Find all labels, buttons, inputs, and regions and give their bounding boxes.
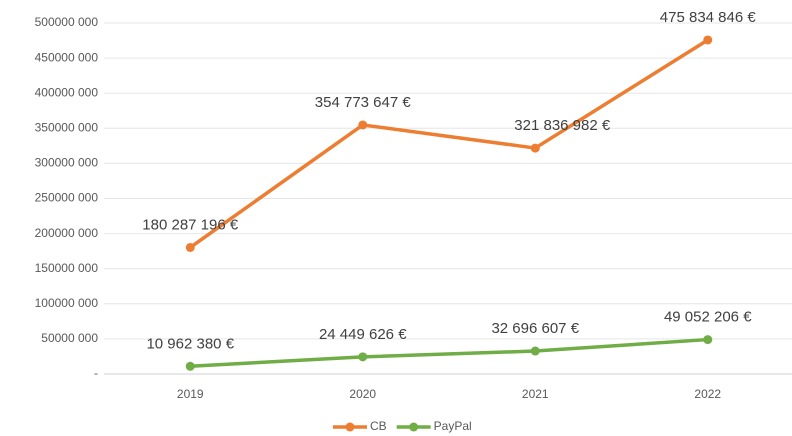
data-label: 24 449 626 € [319,326,407,343]
data-label: 180 287 196 € [142,216,239,233]
y-tick-label: 250000 000 [35,191,99,205]
data-label: 354 773 647 € [315,94,412,111]
point [530,143,540,153]
point [530,346,540,356]
y-tick-label: 500000 000 [35,15,99,29]
point [703,335,713,345]
y-tick-label: 450000 000 [35,50,99,64]
x-tick-label: 2020 [349,387,376,401]
legend-marker [345,422,355,432]
point [703,35,713,45]
y-tick-label: 50000 000 [41,331,98,345]
legend-label: PayPal [434,419,472,433]
y-tick-label: 150000 000 [35,261,99,275]
x-tick-label: 2019 [177,387,204,401]
x-tick-label: 2022 [694,387,721,401]
legend-label: CB [370,419,387,433]
data-label: 475 834 846 € [660,9,757,26]
y-tick-label: 200000 000 [35,226,99,240]
y-tick-label: - [94,366,98,380]
y-tick-label: 300000 000 [35,156,99,170]
legend-marker [409,422,419,432]
data-label: 49 052 206 € [664,309,752,326]
data-label: 32 696 607 € [491,320,579,337]
series-line [190,337,708,369]
point [185,361,195,371]
data-label: 321 836 982 € [514,117,611,134]
data-label: 10 962 380 € [146,335,234,352]
point [185,242,195,252]
point [358,120,368,130]
y-tick-label: 100000 000 [35,296,99,310]
y-tick-label: 350000 000 [35,120,99,134]
y-tick-label: 400000 000 [35,85,99,99]
point [358,352,368,362]
x-tick-label: 2021 [522,387,549,401]
series-line [189,38,709,249]
